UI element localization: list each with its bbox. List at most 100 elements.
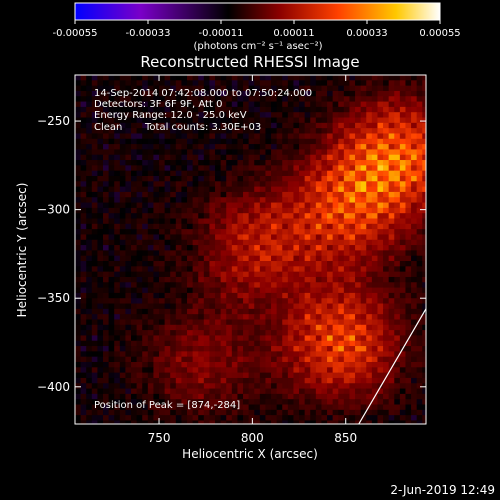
heatmap-cell [349,181,356,188]
heatmap-cell [187,356,194,363]
heatmap-cell [153,170,160,177]
heatmap-cell [399,181,406,188]
heatmap-cell [103,239,110,246]
heatmap-cell [332,170,339,177]
heatmap-cell [114,202,121,209]
heatmap-cell [170,282,177,288]
heatmap-cell [164,383,171,389]
heatmap-cell [131,223,138,230]
heatmap-cell [349,186,356,193]
heatmap-cell [355,420,362,424]
heatmap-cell [276,340,283,347]
heatmap-cell [377,308,384,315]
heatmap-cell [360,175,367,182]
heatmap-cell [360,239,367,246]
heatmap-cell [231,144,238,150]
heatmap-cell [91,303,98,310]
heatmap-cell [243,117,250,124]
heatmap-cell [343,319,350,326]
heatmap-cell [388,266,395,273]
heatmap-cell [411,229,418,235]
heatmap-cell [388,154,395,161]
heatmap-cell [355,367,362,374]
heatmap-cell [147,181,154,188]
heatmap-cell [282,133,289,140]
heatmap-cell [383,367,390,374]
heatmap-cell [153,409,160,416]
heatmap-cell [321,186,328,193]
heatmap-cell [388,197,395,203]
heatmap-cell [304,340,311,347]
heatmap-cell [355,191,362,198]
heatmap-cell [187,144,194,150]
heatmap-cell [187,85,194,92]
heatmap-cell [220,223,227,230]
heatmap-cell [343,144,350,150]
heatmap-cell [91,234,98,241]
heatmap-cell [259,239,266,246]
heatmap-cell [327,101,334,108]
y-tick-label: −350 [37,291,70,305]
heatmap-cell [226,149,233,156]
heatmap-cell [276,160,283,166]
heatmap-cell [97,181,104,188]
heatmap-cell [181,372,188,379]
heatmap-cell [349,298,356,304]
heatmap-cell [411,287,418,294]
heatmap-cell [299,292,306,299]
heatmap-cell [142,346,149,352]
heatmap-cell [131,186,138,193]
heatmap-cell [97,138,104,145]
heatmap-cell [91,75,98,81]
heatmap-cell [198,340,205,347]
heatmap-cell [80,319,87,326]
heatmap-cell [276,165,283,172]
heatmap-cell [310,314,317,320]
heatmap-cell [383,149,390,156]
heatmap-cell [237,330,244,336]
heatmap-cell [343,245,350,251]
heatmap-cell [360,415,367,421]
heatmap-cell [293,250,300,257]
heatmap-cell [366,303,373,310]
heatmap-cell [86,266,93,273]
heatmap-cell [170,308,177,315]
heatmap-cell [360,308,367,315]
heatmap-cell [226,330,233,336]
heatmap-cell [175,223,182,230]
heatmap-cell [203,133,210,140]
heatmap-cell [108,80,115,87]
heatmap-cell [405,213,412,219]
heatmap-cell [215,420,222,424]
heatmap-cell [310,340,317,347]
heatmap-cell [91,229,98,235]
heatmap-cell [164,128,171,134]
heatmap-cell [203,80,210,87]
heatmap-cell [332,122,339,129]
heatmap-cell [226,133,233,140]
heatmap-cell [254,213,261,219]
heatmap-cell [332,165,339,172]
heatmap-cell [243,261,250,267]
heatmap-cell [86,117,93,124]
heatmap-cell [259,229,266,235]
heatmap-cell [103,170,110,177]
heatmap-cell [231,245,238,251]
heatmap-cell [215,287,222,294]
heatmap-cell [147,239,154,246]
heatmap-cell [181,96,188,102]
heatmap-cell [259,181,266,188]
heatmap-cell [422,213,426,219]
heatmap-cell [203,399,210,405]
heatmap-cell [377,202,384,209]
heatmap-cell [265,75,272,81]
heatmap-cell [343,128,350,134]
heatmap-cell [416,101,423,108]
heatmap-cell [265,415,272,421]
heatmap-cell [86,197,93,203]
heatmap-cell [159,276,166,283]
heatmap-cell [209,117,216,124]
heatmap-cell [399,377,406,384]
heatmap-cell [282,271,289,278]
heatmap-cell [371,197,378,203]
